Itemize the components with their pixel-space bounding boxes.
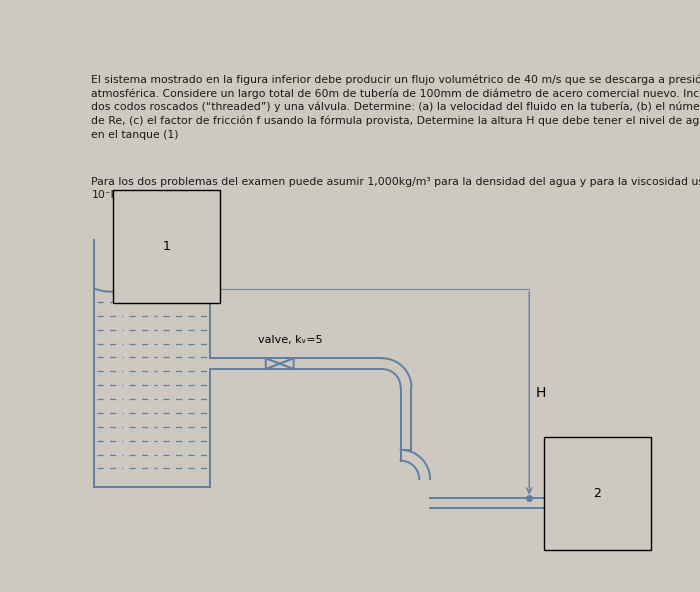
Polygon shape <box>280 358 294 369</box>
Text: El sistema mostrado en la figura inferior debe producir un flujo volumétrico de : El sistema mostrado en la figura inferio… <box>92 74 700 140</box>
Text: H: H <box>536 387 546 400</box>
Polygon shape <box>266 358 280 369</box>
Text: 1: 1 <box>162 240 171 253</box>
Text: valve, kᵥ=5: valve, kᵥ=5 <box>258 335 323 345</box>
Text: 2: 2 <box>594 487 601 500</box>
Text: Para los dos problemas del examen puede asumir 1,000kg/m³ para la densidad del a: Para los dos problemas del examen puede … <box>92 177 700 201</box>
